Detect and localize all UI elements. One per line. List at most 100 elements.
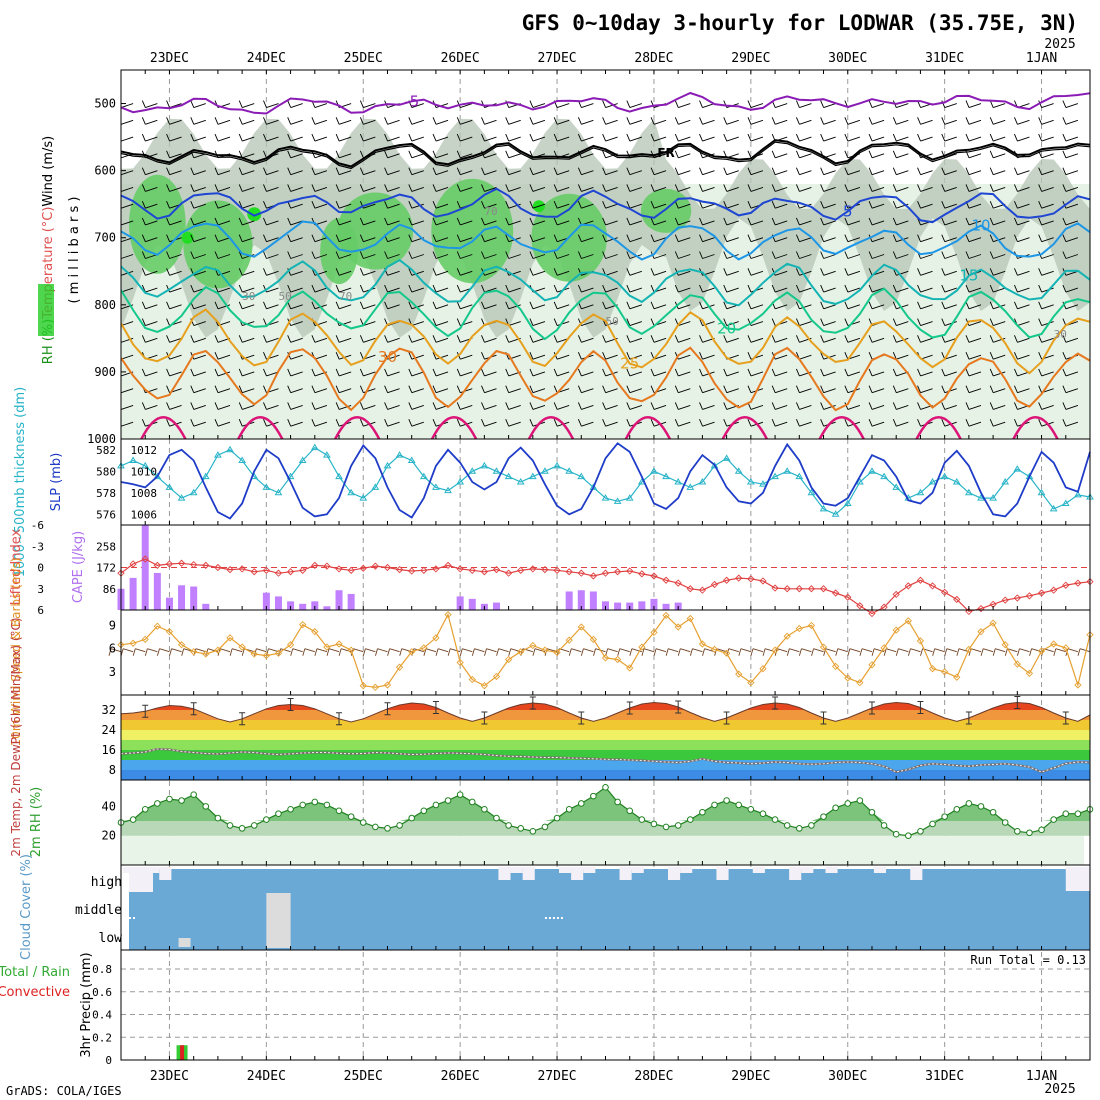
wind-barb bbox=[626, 301, 642, 310]
wind-barb bbox=[723, 385, 739, 394]
rh2m-marker bbox=[456, 791, 464, 798]
lifted-index-marker bbox=[299, 566, 307, 574]
wind-barb bbox=[941, 251, 957, 259]
wind-barb bbox=[699, 117, 715, 125]
wind-barb bbox=[553, 251, 570, 259]
wind-barb bbox=[989, 217, 1006, 226]
lifted-index-marker bbox=[323, 562, 331, 570]
time-bottom-label: 28DEC bbox=[634, 1069, 673, 1084]
wind-barb bbox=[650, 184, 667, 192]
rh2m-marker bbox=[166, 795, 173, 803]
wind-speed-marker bbox=[492, 672, 501, 681]
precip-tick-label: 0.4 bbox=[92, 1009, 112, 1022]
wind-barb bbox=[602, 201, 618, 209]
wind-barb bbox=[384, 402, 400, 410]
wind-barb bbox=[626, 100, 642, 108]
rh2m-marker bbox=[856, 797, 864, 804]
wind-barb bbox=[674, 251, 691, 259]
temp-minmax-bar bbox=[868, 701, 875, 715]
wind-barb bbox=[892, 318, 909, 327]
pressure-tick-label: 700 bbox=[94, 231, 116, 245]
wind-barb bbox=[287, 284, 303, 293]
rh2m-marker bbox=[468, 798, 476, 806]
wind-barb bbox=[989, 100, 1006, 108]
rh2m-marker bbox=[590, 792, 597, 800]
wind-barb bbox=[166, 133, 182, 142]
lifted-index-marker bbox=[819, 585, 828, 593]
wind-barb bbox=[529, 184, 546, 192]
wind-barb bbox=[674, 184, 691, 192]
wind-barb bbox=[481, 301, 497, 310]
wind-barb bbox=[121, 287, 134, 293]
wind-barb bbox=[190, 335, 206, 343]
rh2m-marker bbox=[699, 808, 706, 816]
wind-barb bbox=[868, 201, 885, 209]
cape-tick-label: 86 bbox=[103, 583, 116, 596]
wind-barb bbox=[723, 133, 739, 142]
wind-barb bbox=[214, 133, 231, 142]
wind-barb bbox=[311, 284, 328, 293]
wind-barb bbox=[166, 184, 182, 192]
wind-barb bbox=[699, 385, 715, 394]
slp-line bbox=[120, 442, 1091, 520]
wind-barb bbox=[868, 184, 885, 192]
axis-labels: 23DEC 24DEC 25DEC 26DEC 27DEC 28DEC 29DEC 30DEC… bbox=[0, 51, 1057, 1084]
wind-speed-marker bbox=[771, 646, 779, 654]
wind-barb bbox=[456, 385, 473, 394]
wind-barb bbox=[965, 167, 982, 176]
thickness-marker bbox=[214, 451, 222, 458]
wind-barb bbox=[674, 167, 691, 176]
lifted-index-marker bbox=[504, 569, 513, 577]
cape-bar bbox=[602, 601, 609, 610]
wind-barb bbox=[335, 184, 352, 192]
wind-speed-marker bbox=[504, 655, 513, 664]
wind-barb bbox=[190, 217, 206, 226]
cloud-low-gap bbox=[178, 938, 191, 947]
wind-speed-marker bbox=[541, 646, 549, 654]
wind-barb bbox=[384, 201, 400, 209]
wind-barb bbox=[602, 234, 618, 243]
wind-barb bbox=[529, 268, 546, 276]
lifted-index-marker bbox=[541, 565, 549, 574]
wind-barb bbox=[1014, 234, 1030, 243]
precip-tick-label: 0.8 bbox=[92, 963, 112, 976]
wind-barb bbox=[868, 217, 885, 226]
wind-barb bbox=[965, 368, 982, 377]
wind-speed-marker bbox=[953, 673, 961, 681]
wind-speed-marker bbox=[529, 641, 537, 650]
wind-speed-marker bbox=[238, 643, 246, 651]
rh2m-marker bbox=[796, 825, 803, 832]
wind-barb bbox=[311, 251, 328, 259]
wind-barb bbox=[287, 217, 303, 226]
time-top-label: 29DEC bbox=[731, 51, 770, 66]
wind-barb bbox=[771, 150, 788, 159]
wind-barb bbox=[529, 335, 546, 343]
wind-speed-marker bbox=[856, 678, 864, 687]
wind-barb bbox=[505, 117, 521, 125]
wind-barb bbox=[941, 284, 957, 293]
rh-contour-label: 50 bbox=[606, 315, 619, 328]
freezing-level-line bbox=[121, 141, 1090, 170]
lifted-index-marker bbox=[904, 582, 912, 590]
wind-barb bbox=[965, 335, 982, 343]
rh2m-marker bbox=[250, 822, 258, 829]
temp-minmax-bar bbox=[626, 701, 633, 715]
temp-minmax-bar bbox=[917, 701, 924, 714]
rh2m-marker bbox=[505, 822, 512, 829]
wind-barb bbox=[287, 385, 303, 394]
wind-speed-marker bbox=[347, 646, 355, 654]
wind-barb-10m bbox=[423, 648, 437, 656]
year-bottom-label: 2025 bbox=[1044, 1082, 1075, 1097]
wind-barb bbox=[723, 318, 739, 327]
wind-barb bbox=[771, 217, 788, 226]
wind-barb bbox=[287, 402, 303, 410]
rh2m-marker bbox=[214, 814, 222, 822]
cape-bar bbox=[141, 525, 149, 610]
wind-barb-10m bbox=[641, 648, 655, 656]
wind-barb bbox=[699, 184, 715, 192]
wind-barb bbox=[1014, 201, 1030, 209]
wind-barb bbox=[121, 136, 134, 142]
time-top-label: 24DEC bbox=[247, 51, 286, 66]
wind-barb bbox=[868, 402, 885, 410]
thickness-marker bbox=[383, 461, 392, 469]
